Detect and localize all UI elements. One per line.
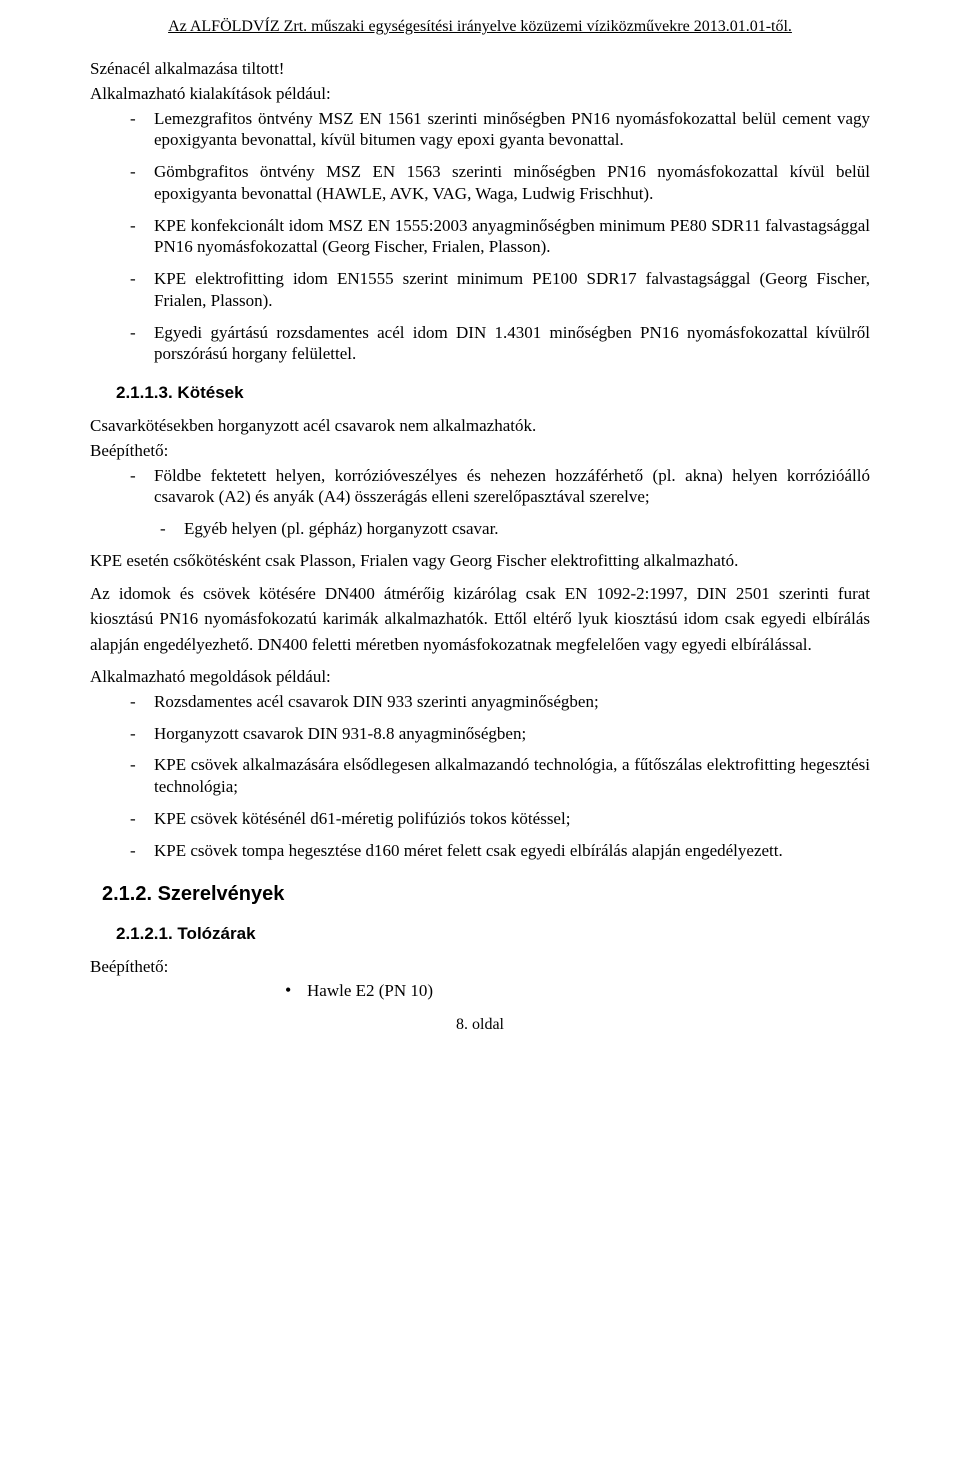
- paragraph: KPE esetén csőkötésként csak Plasson, Fr…: [90, 550, 870, 572]
- list-item: Lemezgrafitos öntvény MSZ EN 1561 szerin…: [130, 108, 870, 152]
- list-item: Gömbgrafitos öntvény MSZ EN 1563 szerint…: [130, 161, 870, 205]
- paragraph: Alkalmazható kialakítások például:: [90, 83, 870, 105]
- list-item: Horganyzott csavarok DIN 931-8.8 anyagmi…: [130, 723, 870, 745]
- heading-kotesek: 2.1.1.3. Kötések: [116, 383, 870, 403]
- page-header: Az ALFÖLDVÍZ Zrt. műszaki egységesítési …: [90, 18, 870, 36]
- heading-tolozarak: 2.1.2.1. Tolózárak: [116, 924, 870, 944]
- list-item: Földbe fektetett helyen, korrózióveszély…: [130, 465, 870, 509]
- list-item: KPE konfekcionált idom MSZ EN 1555:2003 …: [130, 215, 870, 259]
- list-item: KPE csövek kötésénél d61-méretig polifúz…: [130, 808, 870, 830]
- list-item: Rozsdamentes acél csavarok DIN 933 szeri…: [130, 691, 870, 713]
- list-item: Egyéb helyen (pl. gépház) horganyzott cs…: [160, 518, 870, 540]
- paragraph: Beépíthető:: [90, 956, 870, 978]
- page-footer: 8. oldal: [90, 1015, 870, 1034]
- list-tolozarak: Hawle E2 (PN 10): [90, 981, 870, 1001]
- heading-szerelvenyek: 2.1.2. Szerelvények: [102, 883, 870, 906]
- list-item: KPE csövek alkalmazására elsődlegesen al…: [130, 754, 870, 798]
- list-installable-nested: Egyéb helyen (pl. gépház) horganyzott cs…: [90, 518, 870, 540]
- list-item: Egyedi gyártású rozsdamentes acél idom D…: [130, 322, 870, 366]
- page: Az ALFÖLDVÍZ Zrt. műszaki egységesítési …: [0, 0, 960, 1482]
- paragraph: Az idomok és csövek kötésére DN400 átmér…: [90, 581, 870, 658]
- list-item: Hawle E2 (PN 10): [285, 981, 870, 1001]
- list-item: KPE csövek tompa hegesztése d160 méret f…: [130, 840, 870, 862]
- paragraph: Csavarkötésekben horganyzott acél csavar…: [90, 415, 870, 437]
- paragraph: Szénacél alkalmazása tiltott!: [90, 58, 870, 80]
- list-applicable-designs: Lemezgrafitos öntvény MSZ EN 1561 szerin…: [90, 108, 870, 366]
- list-solutions: Rozsdamentes acél csavarok DIN 933 szeri…: [90, 691, 870, 862]
- paragraph: Beépíthető:: [90, 440, 870, 462]
- list-installable: Földbe fektetett helyen, korrózióveszély…: [90, 465, 870, 509]
- paragraph: Alkalmazható megoldások például:: [90, 666, 870, 688]
- list-item: KPE elektrofitting idom EN1555 szerint m…: [130, 268, 870, 312]
